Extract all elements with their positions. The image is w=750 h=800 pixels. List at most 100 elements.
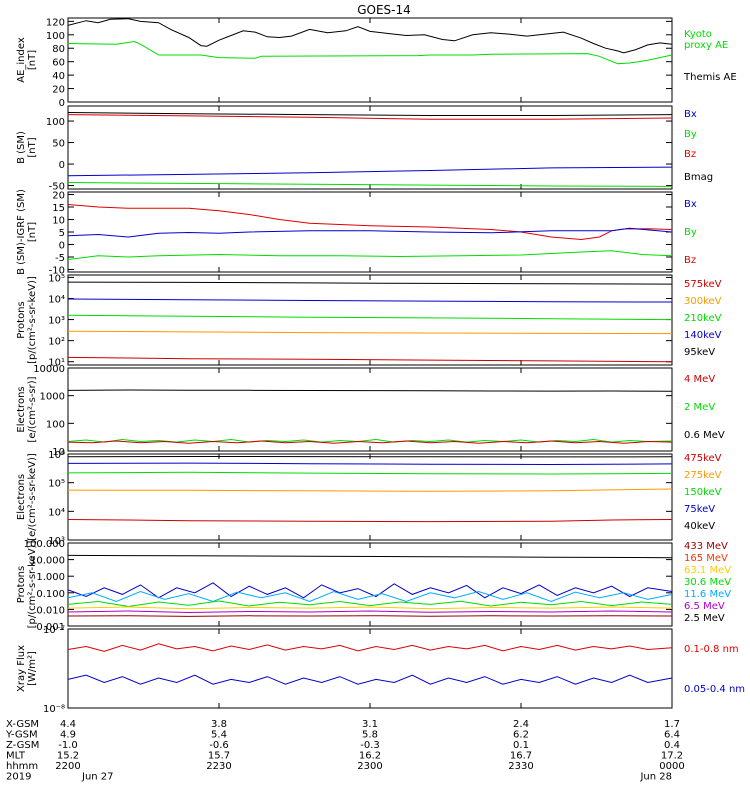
y-axis-label-line: [p/(cm²-s-sr-keV)] <box>27 541 38 629</box>
y-tick-label: -10 <box>49 266 65 277</box>
legend-entry: By <box>684 129 697 140</box>
series-line <box>67 600 673 608</box>
panel-electrons2: 10³ 10⁴ 10⁵ 10⁶ Electrons[e/(cm²-s-sr-keV)] 4… <box>16 450 722 547</box>
y-axis-label-line: AE_index <box>16 37 27 83</box>
footer-row-label: X-GSM <box>6 719 39 730</box>
y-tick-label: 10⁴ <box>48 507 65 518</box>
series-line <box>67 18 673 54</box>
series-line <box>67 114 673 120</box>
y-tick-label: -5 <box>55 253 65 264</box>
y-axis-label: Protons[p/(cm²-s-sr-keV)] <box>16 276 38 364</box>
y-tick-label: 0 <box>59 98 65 109</box>
footer-value: 6.4 <box>664 730 680 741</box>
legend-entry: Bx <box>684 199 697 210</box>
y-axis-label-line: Protons <box>16 301 27 338</box>
legend-entry: 150keV <box>684 487 722 498</box>
y-tick-label: 0 <box>59 241 65 252</box>
legend-entry: 30.6 MeV <box>684 577 731 588</box>
legend-entry: 0.05-0.4 nm <box>684 684 745 695</box>
footer-value: 1.7 <box>664 719 680 730</box>
y-tick-label: 0 <box>59 160 65 171</box>
footer-value: -0.6 <box>209 740 229 751</box>
legend-entry: 475keV <box>684 453 722 464</box>
panel-frame <box>67 367 673 452</box>
legend-entry: 0.6 MeV <box>684 430 725 441</box>
y-tick-label: 80 <box>52 44 65 55</box>
series-line <box>67 643 673 652</box>
footer-value: 2330 <box>508 761 533 772</box>
y-tick-label: 15 <box>52 203 65 214</box>
series-line <box>67 314 673 321</box>
footer-value: 15.7 <box>208 751 230 762</box>
y-tick-label: 10² <box>48 337 65 348</box>
y-tick-label: 10⁴ <box>48 294 65 305</box>
legend-entry: 40keV <box>684 521 715 532</box>
y-axis-label-line: [W/m²] <box>27 651 38 686</box>
y-axis-label: B (SM)[nT] <box>16 131 38 164</box>
legend-entry: 2 MeV <box>684 402 715 413</box>
y-tick-label: 20 <box>52 85 65 96</box>
legend-entry: 11.6 MeV <box>684 589 731 600</box>
series-line <box>67 182 673 187</box>
y-tick-label: 1.000 <box>36 572 65 583</box>
legend-entry: 95keV <box>684 347 715 358</box>
legend-entry: 275keV <box>684 470 722 481</box>
footer-value: 17.2 <box>661 751 683 762</box>
footer-row-label: Z-GSM <box>6 740 39 751</box>
legend-entry: 2.5 MeV <box>684 613 725 624</box>
legend-entry: Bx <box>684 109 697 120</box>
series-line <box>67 330 673 335</box>
y-tick-label: 1000 <box>40 392 65 403</box>
series-line <box>67 166 673 177</box>
series-line <box>67 389 673 392</box>
y-axis-label-line: Electrons <box>16 386 27 432</box>
y-tick-label: 10 <box>52 216 65 227</box>
y-tick-label: 10¹ <box>48 358 65 369</box>
series-line <box>67 615 673 617</box>
legend-entry: Bz <box>684 149 696 160</box>
y-tick-label: 0.010 <box>36 605 65 616</box>
footer-value: 2230 <box>206 761 231 772</box>
panel-frame <box>67 453 673 541</box>
panel-frame <box>67 17 673 103</box>
series-line <box>67 471 673 475</box>
y-tick-label: 20 <box>52 191 65 202</box>
y-axis-label: Protons[p/(cm²-s-sr-keV)] <box>16 541 38 629</box>
y-tick-label: 10³ <box>48 536 65 547</box>
panel-frame <box>67 628 673 709</box>
footer-value: 4.9 <box>60 730 76 741</box>
panel-frame <box>67 274 673 366</box>
y-tick-label: 0.100 <box>36 589 65 600</box>
series-line <box>67 582 673 599</box>
footer-value: -1.0 <box>58 740 78 751</box>
legend-entry: 165 MeV <box>684 553 728 564</box>
y-axis-label-line: Xray Flux <box>16 645 27 692</box>
legend-entry: 6.5 MeV <box>684 601 725 612</box>
y-axis-label: Electrons[e/(cm²-s-sr)] <box>16 376 38 442</box>
legend-entry: 575keV <box>684 279 722 290</box>
series-line <box>67 590 673 603</box>
panel-bsm: -50 0 50 100 B (SM)[nT] Bx By Bz Bmag <box>16 105 713 193</box>
y-tick-label: 10⁵ <box>48 273 65 284</box>
y-axis-label: B (SM)-IGRF (SM)[nT] <box>16 189 38 275</box>
panel-frame <box>67 191 673 273</box>
y-tick-label: 60 <box>52 58 65 69</box>
footer-value: 3.8 <box>211 719 227 730</box>
series-line <box>67 250 673 260</box>
y-tick-label: 10000 <box>33 364 65 375</box>
y-tick-label: 10.000 <box>30 556 65 567</box>
series-line <box>67 356 673 363</box>
y-axis-label-line: Protons <box>16 566 27 603</box>
series-line <box>67 606 673 610</box>
footer-row-label: hhmm <box>6 761 38 772</box>
footer-value: 15.2 <box>57 751 79 762</box>
footer-value: 16.2 <box>359 751 381 762</box>
y-axis-label: AE_index[nT] <box>16 37 38 83</box>
panel-xray: 10⁻⁸ 10⁻⁷ Xray Flux[W/m²] 0.1-0.8 nm 0.05-0.… <box>16 625 745 715</box>
y-tick-label: 5 <box>59 228 65 239</box>
